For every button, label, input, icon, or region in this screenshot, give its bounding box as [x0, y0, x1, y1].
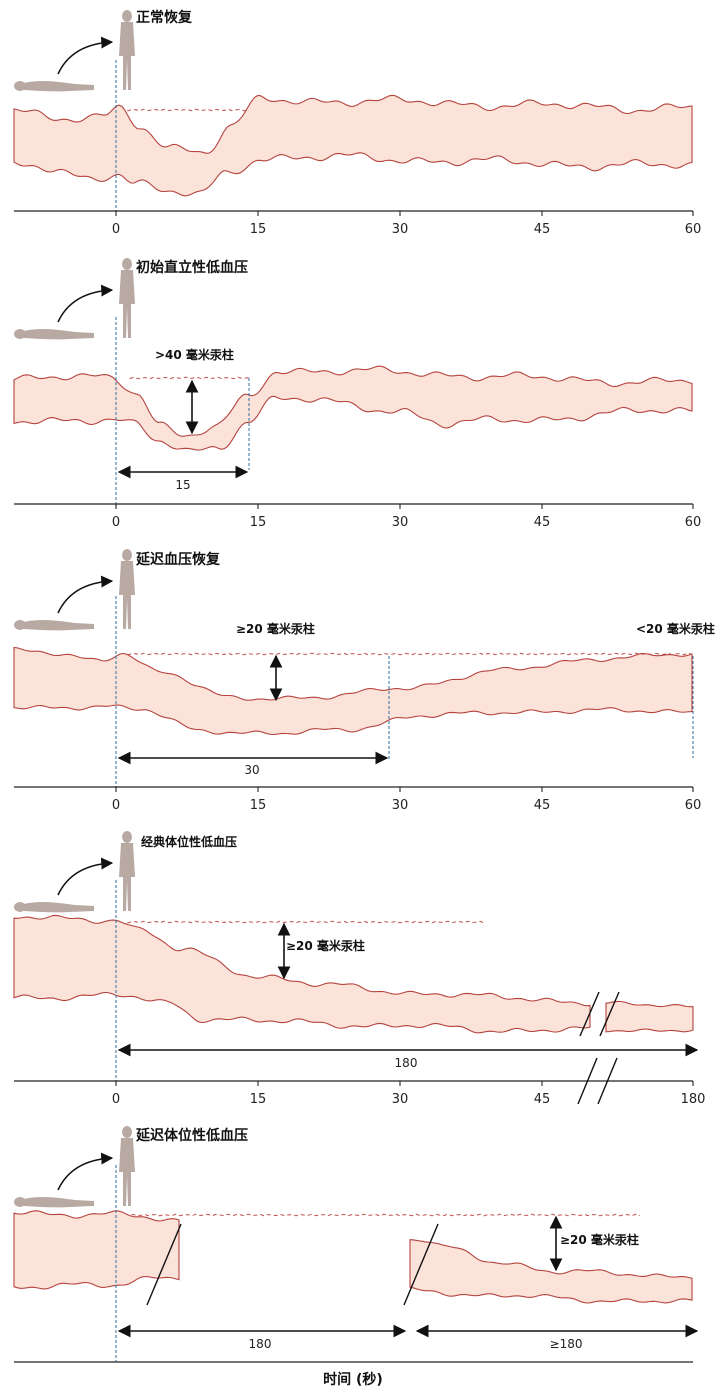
tick-label: 60 [685, 515, 702, 530]
drop-label: ≥20 毫米汞柱 [286, 938, 365, 953]
bp-band [13, 1210, 180, 1290]
posture-change-illustration [14, 831, 135, 913]
tick-label: 30 [392, 222, 409, 237]
posture-change-illustration [14, 1126, 135, 1208]
panel-delayed-orthostatic-hypotension: 延迟体位性低血压 ≥20 毫米汞柱 180 ≥180 时间 (秒) [13, 1127, 699, 1388]
transition-arrow [57, 1152, 114, 1191]
tick-label: 15 [250, 222, 267, 237]
baseline-dashed-line [127, 920, 485, 924]
transition-arrow [57, 575, 114, 614]
bp-band [13, 646, 693, 736]
tick-label: 30 [392, 1092, 409, 1107]
panel-title: 正常恢复 [136, 9, 193, 26]
posture-change-illustration [14, 258, 135, 340]
axis-break-mark [577, 1057, 598, 1105]
tick-label: 15 [250, 1092, 267, 1107]
panel-classic-orthostatic-hypotension: 经典体位性低血压 ≥20 毫米汞柱 180 0 15 30 45 180 [13, 834, 706, 1107]
transition-arrow [57, 36, 114, 75]
lying-person-icon [14, 81, 94, 92]
tick-label: 45 [534, 1092, 551, 1107]
duration-label: 30 [244, 763, 259, 777]
panel-title: 初始直立性低血压 [136, 259, 248, 276]
recovery-label: <20 毫米汞柱 [636, 621, 715, 636]
tick-label: 0 [112, 798, 120, 813]
duration-label: 180 [395, 1056, 418, 1070]
tick-label: 15 [250, 798, 267, 813]
axis-break-mark [599, 991, 620, 1037]
lying-person-icon [14, 329, 94, 340]
tick-label: 30 [392, 798, 409, 813]
posture-change-illustration [14, 10, 135, 92]
baseline-dashed-line [131, 1213, 641, 1217]
lying-person-icon [14, 620, 94, 631]
standing-person-icon [119, 549, 135, 629]
tick-label: 30 [392, 515, 409, 530]
standing-person-icon [119, 10, 135, 90]
tick-label: 45 [534, 798, 551, 813]
tick-label: 180 [681, 1092, 706, 1107]
panel-title: 延迟体位性低血压 [135, 1127, 248, 1144]
tick-label: 45 [534, 222, 551, 237]
duration-label: ≥180 [550, 1337, 583, 1351]
bp-band [13, 365, 693, 451]
tick-label: 60 [685, 798, 702, 813]
transition-arrow [57, 284, 114, 323]
tick-label: 15 [250, 515, 267, 530]
tick-label: 0 [112, 222, 120, 237]
drop-label: >40 毫米汞柱 [155, 347, 234, 362]
lying-person-icon [14, 902, 94, 913]
standing-person-icon [119, 831, 135, 911]
standing-person-icon [119, 258, 135, 338]
lying-person-icon [14, 1197, 94, 1208]
axis-break-mark [597, 1057, 618, 1105]
tick-label: 0 [112, 515, 120, 530]
tick-label: 60 [685, 222, 702, 237]
panel-initial-orthostatic-hypotension: 初始直立性低血压 >40 毫米汞柱 15 0 15 30 45 60 [13, 259, 702, 530]
tick-label: 0 [112, 1092, 120, 1107]
duration-label: 15 [175, 478, 190, 492]
transition-arrow [57, 857, 114, 896]
tick-label: 45 [534, 515, 551, 530]
panel-title: 经典体位性低血压 [141, 834, 237, 849]
bp-band [13, 914, 591, 1034]
posture-change-illustration [14, 549, 135, 631]
x-axis-title: 时间 (秒) [323, 1371, 383, 1388]
bp-band [13, 94, 693, 197]
axis-break-mark [579, 991, 600, 1037]
standing-person-icon [119, 1126, 135, 1206]
panel-title: 延迟血压恢复 [135, 551, 221, 568]
bp-band [605, 1000, 694, 1033]
drop-label: ≥20 毫米汞柱 [560, 1232, 639, 1247]
baseline-dashed-line [129, 376, 251, 380]
panel-delayed-bp-recovery: 延迟血压恢复 ≥20 毫米汞柱 <20 毫米汞柱 30 0 15 30 45 60 [13, 551, 715, 813]
axis-break-mark [403, 1223, 439, 1306]
bp-band [409, 1239, 693, 1304]
baseline-dashed-line [127, 108, 249, 112]
duration-label: 180 [249, 1337, 272, 1351]
person-figures [14, 10, 135, 1208]
baseline-dashed-line [127, 652, 693, 656]
axis-break-mark [146, 1223, 182, 1306]
panel-normal-recovery: 正常恢复 0 15 30 45 60 [13, 9, 702, 237]
drop-label: ≥20 毫米汞柱 [236, 621, 315, 636]
